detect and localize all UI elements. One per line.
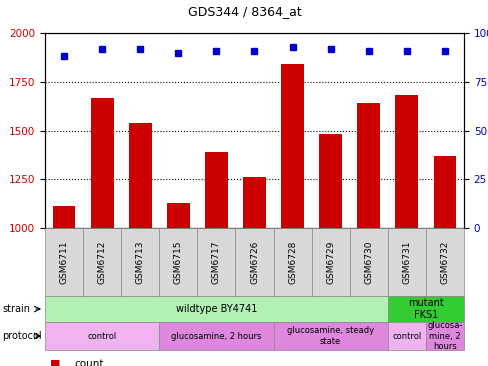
- Text: GSM6715: GSM6715: [173, 240, 183, 284]
- Bar: [395, 96, 417, 228]
- Text: GSM6726: GSM6726: [249, 240, 259, 284]
- Bar: [166, 203, 189, 228]
- Text: control: control: [87, 332, 117, 340]
- Text: ■: ■: [50, 359, 60, 366]
- Text: glucosa-
mine, 2
hours: glucosa- mine, 2 hours: [427, 321, 462, 351]
- Bar: [243, 177, 265, 228]
- Bar: [319, 134, 342, 228]
- Text: glucosamine, steady
state: glucosamine, steady state: [286, 326, 373, 346]
- Text: GSM6717: GSM6717: [211, 240, 221, 284]
- Bar: [357, 103, 380, 228]
- Text: count: count: [74, 359, 103, 366]
- Text: glucosamine, 2 hours: glucosamine, 2 hours: [171, 332, 261, 340]
- Text: GSM6729: GSM6729: [325, 240, 334, 284]
- Bar: [433, 156, 455, 228]
- Text: GDS344 / 8364_at: GDS344 / 8364_at: [187, 5, 301, 18]
- Text: GSM6732: GSM6732: [440, 240, 448, 284]
- Text: protocol: protocol: [2, 331, 41, 341]
- Text: GSM6713: GSM6713: [136, 240, 144, 284]
- Text: strain: strain: [2, 304, 30, 314]
- Text: wildtype BY4741: wildtype BY4741: [175, 304, 257, 314]
- Text: GSM6731: GSM6731: [402, 240, 410, 284]
- Text: GSM6712: GSM6712: [98, 240, 106, 284]
- Text: GSM6728: GSM6728: [287, 240, 297, 284]
- Bar: [90, 98, 113, 228]
- Bar: [204, 152, 227, 228]
- Bar: [53, 206, 75, 228]
- Text: mutant
FKS1: mutant FKS1: [407, 298, 443, 320]
- Text: GSM6711: GSM6711: [60, 240, 68, 284]
- Bar: [128, 123, 151, 228]
- Text: control: control: [391, 332, 421, 340]
- Bar: [281, 64, 304, 228]
- Text: GSM6730: GSM6730: [364, 240, 372, 284]
